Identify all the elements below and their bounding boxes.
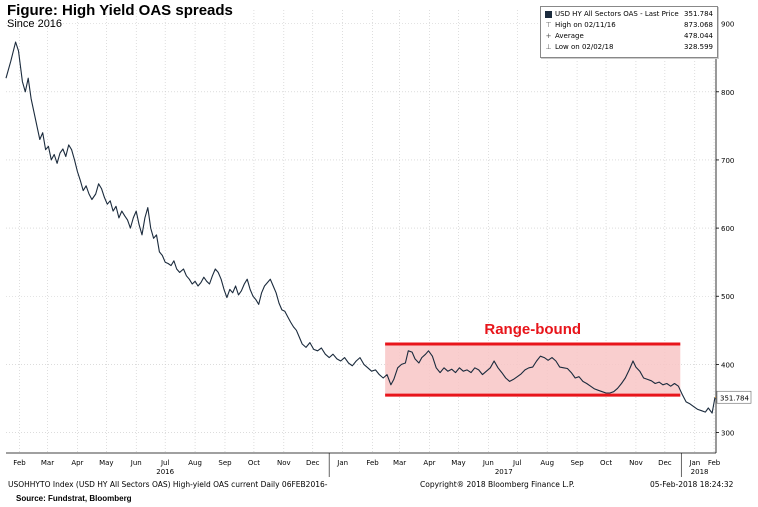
x-tick-label: May (99, 459, 113, 467)
x-tick-label: Jun (482, 459, 494, 467)
legend-value: 351.784 (684, 10, 713, 18)
x-tick-label: Jun (130, 459, 142, 467)
year-label: 2016 (156, 468, 174, 476)
legend-label: Average (555, 32, 584, 40)
chart-title: Figure: High Yield OAS spreads (7, 2, 233, 19)
range-bound-box: Range-bound (385, 321, 681, 397)
year-label: 2018 (691, 468, 709, 476)
last-price-tag-label: 351.784 (720, 394, 749, 402)
source-note: Source: Fundstrat, Bloomberg (16, 494, 132, 503)
legend-value: 478.044 (684, 32, 713, 40)
x-tick-label: May (451, 459, 465, 467)
legend: USD HY All Sectors OAS - Last Price 351.… (540, 6, 718, 58)
legend-value: 328.599 (684, 43, 713, 51)
x-tick-label: Apr (71, 459, 83, 467)
x-tick-label: Nov (629, 459, 643, 467)
year-label: 2017 (495, 468, 513, 476)
legend-row-average: + Average 478.044 (545, 32, 713, 43)
y-tick-label: 900 (721, 21, 734, 29)
footer-timestamp: 05-Feb-2018 18:24:32 (650, 480, 734, 489)
legend-value: 873.068 (684, 21, 713, 29)
x-tick-label: Apr (423, 459, 435, 467)
x-tick-label: Aug (540, 459, 554, 467)
last-price-tag-box (716, 390, 752, 404)
x-tick-label: Dec (306, 459, 320, 467)
y-axis-ticks: 300 400 500 600 700 800 900 (716, 21, 734, 438)
x-tick-label: Sep (570, 459, 584, 467)
y-tick-label: 300 (721, 430, 734, 438)
y-tick-label: 400 (721, 361, 734, 369)
x-tick-label: Mar (41, 459, 54, 467)
x-tick-label: Feb (13, 459, 26, 467)
x-tick-label: Oct (600, 459, 612, 467)
y-tick-label: 600 (721, 225, 734, 233)
y-tick-label: 500 (721, 293, 734, 301)
average-marker-icon: + (545, 32, 552, 40)
legend-label: USD HY All Sectors OAS - Last Price (555, 10, 679, 18)
legend-row-high: ⊤ High on 02/11/16 873.068 (545, 21, 713, 32)
range-bound-label: Range-bound (484, 321, 581, 338)
series-line (5, 41, 716, 414)
x-tick-label: Sep (218, 459, 232, 467)
legend-label: High on 02/11/16 (555, 21, 616, 29)
x-tick-label: Jul (512, 459, 522, 467)
footer-copyright: Copyright® 2018 Bloomberg Finance L.P. (420, 480, 575, 489)
x-tick-label: Jul (160, 459, 170, 467)
legend-label: Low on 02/02/18 (555, 43, 614, 51)
y-tick-label: 800 (721, 89, 734, 97)
x-tick-label: Nov (277, 459, 291, 467)
chart-subtitle: Since 2016 (7, 18, 63, 30)
series-square-icon (545, 11, 552, 18)
axes: 351.784 (6, 10, 752, 477)
low-marker-icon: ⊥ (545, 43, 552, 51)
x-tick-label: Dec (658, 459, 672, 467)
x-tick-label: Oct (248, 459, 260, 467)
x-tick-label: Jan (336, 459, 348, 467)
x-tick-label: Aug (188, 459, 202, 467)
legend-row-last-price: USD HY All Sectors OAS - Last Price 351.… (545, 10, 713, 21)
high-marker-icon: ⊤ (545, 21, 552, 29)
x-axis-ticks: Feb Mar Apr May Jun Jul Aug Sep Oct Nov Dec Jan Feb M… (13, 459, 721, 476)
x-tick-label: Mar (393, 459, 406, 467)
footer-index-description: USOHHYTO Index (USD HY All Sectors OAS) … (8, 480, 328, 489)
range-box-fill (385, 343, 681, 396)
x-tick-label: Feb (366, 459, 379, 467)
y-tick-label: 700 (721, 157, 734, 165)
x-tick-label: Feb (708, 459, 721, 467)
x-tick-label: Jan (688, 459, 700, 467)
legend-row-low: ⊥ Low on 02/02/18 328.599 (545, 43, 713, 54)
series-group (5, 41, 716, 414)
